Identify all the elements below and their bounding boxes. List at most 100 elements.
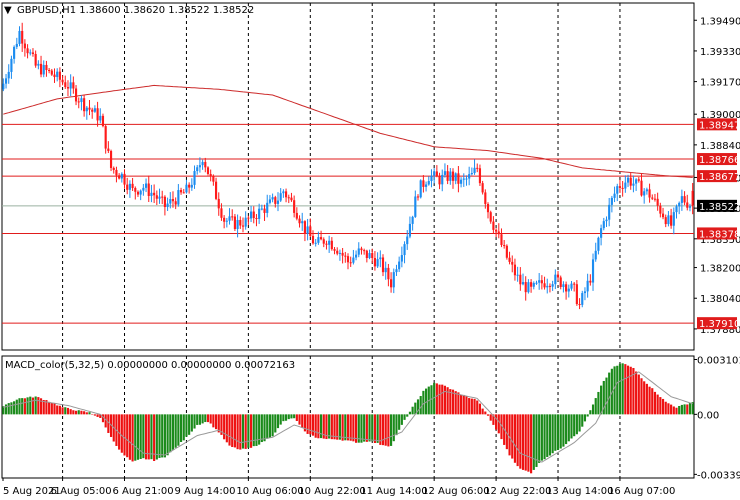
candle-body bbox=[551, 284, 554, 287]
y-axis-tick-label: 1.39330 bbox=[700, 47, 740, 58]
candle-body bbox=[177, 190, 180, 205]
candle-body bbox=[678, 202, 681, 207]
candle bbox=[680, 189, 683, 211]
candle-body bbox=[155, 195, 158, 199]
macd-bar bbox=[435, 383, 438, 415]
macd-bar bbox=[34, 396, 37, 415]
candle-body bbox=[174, 201, 177, 205]
candle-body bbox=[266, 202, 269, 213]
macd-bar bbox=[683, 404, 686, 415]
candle-body bbox=[457, 173, 460, 184]
candle bbox=[287, 194, 290, 204]
candle bbox=[45, 60, 48, 77]
candle bbox=[608, 197, 611, 227]
macd-bar bbox=[659, 397, 662, 415]
candle-body bbox=[139, 190, 142, 195]
macd-bar bbox=[61, 407, 64, 415]
macd-bar bbox=[190, 414, 193, 432]
candle-body bbox=[667, 215, 670, 225]
candle-body bbox=[69, 82, 72, 89]
x-axis-tick-label: 13 Aug 14:00 bbox=[546, 486, 613, 497]
macd-bar bbox=[209, 414, 212, 424]
candle-body bbox=[193, 171, 196, 185]
candle-body bbox=[56, 71, 59, 78]
macd-bar bbox=[451, 389, 455, 415]
candle-body bbox=[322, 239, 325, 244]
candle bbox=[468, 166, 471, 186]
candle bbox=[244, 211, 247, 230]
macd-bar bbox=[632, 368, 635, 415]
candle bbox=[457, 166, 460, 193]
macd-bar bbox=[556, 414, 560, 451]
macd-bar bbox=[45, 400, 48, 415]
macd-bar bbox=[419, 396, 422, 415]
macd-bar bbox=[656, 394, 659, 415]
candle bbox=[643, 188, 646, 204]
candle-body bbox=[66, 87, 70, 89]
candle bbox=[212, 174, 215, 186]
macd-bar bbox=[344, 414, 347, 441]
candle bbox=[341, 248, 344, 264]
candle bbox=[118, 173, 121, 180]
candle bbox=[446, 165, 449, 185]
candle bbox=[293, 195, 296, 218]
candle bbox=[7, 64, 10, 84]
chevron-down-icon[interactable]: ▼ bbox=[4, 5, 12, 16]
candle-body bbox=[637, 179, 640, 181]
candle-body bbox=[336, 250, 339, 254]
macd-bar bbox=[433, 382, 436, 415]
macd-bar bbox=[371, 414, 374, 442]
candle-body bbox=[355, 254, 358, 258]
candle-body bbox=[363, 250, 366, 252]
candle-body bbox=[519, 274, 522, 285]
macd-bar bbox=[298, 414, 301, 425]
candle bbox=[476, 163, 479, 173]
candle bbox=[85, 105, 88, 120]
macd-y-tick-label: 0.00 bbox=[697, 410, 719, 421]
candle-body bbox=[290, 197, 293, 201]
macd-bar bbox=[460, 394, 463, 415]
candle-body bbox=[311, 235, 315, 244]
candle bbox=[279, 188, 282, 202]
macd-bar bbox=[462, 394, 465, 415]
candle bbox=[301, 212, 304, 231]
macd-bar bbox=[686, 404, 689, 415]
candle-body bbox=[196, 167, 199, 172]
candle-body bbox=[530, 282, 533, 287]
candle-body bbox=[653, 198, 657, 200]
candle bbox=[115, 166, 118, 183]
candle bbox=[640, 173, 643, 197]
macd-indicator-label: MACD_color(5,32,5) 0.00000000 0.00000000… bbox=[5, 360, 295, 371]
candle bbox=[416, 194, 420, 201]
macd-bar bbox=[535, 414, 538, 467]
candle bbox=[233, 213, 236, 232]
macd-bar bbox=[637, 374, 640, 415]
price-level-box bbox=[697, 153, 737, 166]
candle bbox=[392, 268, 395, 294]
candle bbox=[433, 168, 436, 184]
candle bbox=[188, 182, 191, 194]
candle bbox=[214, 177, 218, 201]
macd-signal-line bbox=[3, 371, 693, 463]
candle bbox=[565, 281, 568, 300]
symbol-ohlc-label: GBPUSD,H1 1.38600 1.38620 1.38522 1.3852… bbox=[17, 5, 254, 16]
moving-average-line bbox=[3, 84, 693, 178]
candle bbox=[4, 73, 8, 89]
candle-body bbox=[45, 64, 48, 70]
candle-body bbox=[260, 208, 263, 210]
macd-bar bbox=[236, 414, 239, 450]
macd-bar bbox=[204, 414, 207, 423]
macd-bar bbox=[233, 414, 236, 448]
candle bbox=[683, 191, 686, 206]
macd-bar bbox=[169, 414, 172, 453]
candle-body bbox=[171, 199, 175, 202]
candle-body bbox=[540, 280, 543, 284]
macd-bar bbox=[333, 414, 336, 440]
macd-bar bbox=[274, 414, 277, 433]
candle-body bbox=[223, 217, 226, 222]
candle-body bbox=[309, 226, 312, 236]
macd-bar bbox=[624, 364, 627, 415]
candle-body bbox=[486, 203, 490, 213]
candle bbox=[411, 215, 414, 231]
